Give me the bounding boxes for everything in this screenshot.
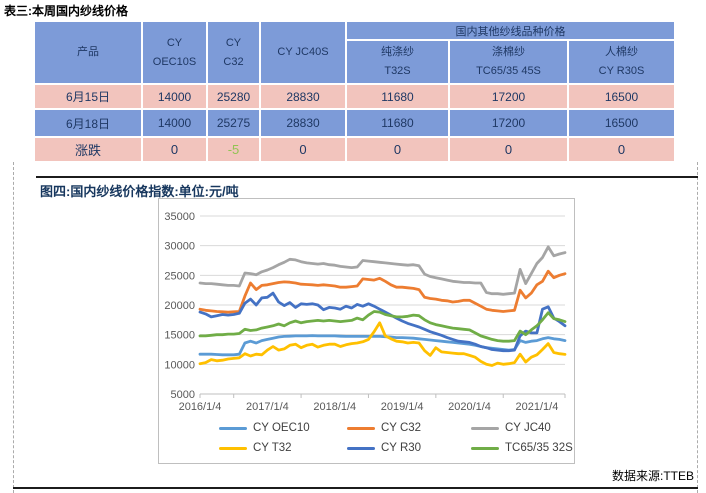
y-axis-tick-label: 15000 <box>164 330 195 342</box>
cell-change: 0 <box>448 136 569 163</box>
legend-label: CY R30 <box>381 442 422 454</box>
cell-value: 11680 <box>345 83 450 110</box>
col-header-line: CY <box>225 36 242 49</box>
col-header-line: OEC10S <box>152 55 197 68</box>
col-header-line: 纯涤纱 <box>381 46 414 58</box>
legend-swatch <box>347 426 375 430</box>
y-axis-tick-label: 25000 <box>164 270 195 282</box>
chart-legend: CY OEC10 CY C32 CY JC40 CY T32 CY R30 TC65/35… <box>219 418 591 458</box>
cell-value: 28830 <box>259 83 347 110</box>
series-line-cy-jc40 <box>198 245 567 296</box>
page-break-dashed-right <box>697 162 698 493</box>
x-axis-tick-label: 2019/1/4 <box>381 401 424 413</box>
col-header-cy-c32: CY C32 <box>206 20 261 85</box>
legend-swatch <box>471 426 499 430</box>
legend-label: CY JC40 <box>505 422 551 434</box>
cell-value: 25275 <box>206 108 261 138</box>
y-axis-tick-label: 35000 <box>164 211 195 223</box>
cell-value: 14000 <box>141 108 208 138</box>
legend-swatch <box>219 426 247 430</box>
legend-item: CY T32 <box>219 442 347 454</box>
x-axis-tick-label: 2016/1/4 <box>179 401 222 413</box>
cell-value: 16500 <box>566 108 677 138</box>
legend-item: CY R30 <box>347 442 471 454</box>
cell-value: 17200 <box>448 108 569 138</box>
cell-change-negative: -5 <box>206 136 261 163</box>
col-header-cy-r30s: 人棉纱 CY R30S <box>566 39 677 85</box>
yarn-price-line-chart: 5000 10000 15000 20000 25000 30000 35000 2016/1… <box>158 198 575 464</box>
col-header-line: CY <box>166 36 183 49</box>
x-axis-tick-label: 2021/1/4 <box>516 401 559 413</box>
row-label: 涨跌 <box>33 136 143 163</box>
legend-swatch <box>347 446 375 450</box>
col-header-line: C32 <box>223 55 244 68</box>
yarn-price-table: 产品 CY OEC10S CY C32 CY JC40S 国内其他纱线品种价格 … <box>33 20 677 163</box>
cell-value: 11680 <box>345 108 450 138</box>
legend-label: TC65/35 32S <box>505 442 573 454</box>
col-header-cy-oec10s: CY OEC10S <box>141 20 208 85</box>
table-row-change: 涨跌 0 -5 0 0 0 0 <box>33 136 677 163</box>
y-axis-tick-label: 30000 <box>164 241 195 253</box>
cell-value: 16500 <box>566 83 677 110</box>
x-axis-tick-label: 2020/1/4 <box>448 401 491 413</box>
y-axis-tick-label: 10000 <box>164 359 195 371</box>
legend-item: TC65/35 32S <box>471 442 591 454</box>
legend-item: CY JC40 <box>471 422 591 434</box>
cell-value: 25280 <box>206 83 261 110</box>
series-line-cy-t32 <box>198 321 567 367</box>
cell-change: 0 <box>566 136 677 163</box>
legend-label: CY OEC10 <box>253 422 310 434</box>
col-header-tc6535-45s: 涤棉纱 TC65/35 45S <box>448 39 569 85</box>
x-axis-tick-label: 2018/1/4 <box>313 401 356 413</box>
table-row: 6月15日 14000 25280 28830 11680 17200 1650… <box>33 83 677 110</box>
y-axis-tick-label: 5000 <box>171 389 195 401</box>
col-header-group-other-yarns: 国内其他纱线品种价格 <box>344 20 677 41</box>
row-label: 6月15日 <box>33 83 143 110</box>
table-row: 6月18日 14000 25275 28830 11680 17200 1650… <box>33 108 677 138</box>
chart-plot-area: 5000 10000 15000 20000 25000 30000 35000 2016/1… <box>164 211 567 413</box>
series-line-tc65-35-32s <box>198 310 567 343</box>
cell-change: 0 <box>141 136 208 163</box>
legend-item: CY OEC10 <box>219 422 347 434</box>
cell-change: 0 <box>259 136 347 163</box>
figure-title: 图四:国内纱线价格指数:单位:元/吨 <box>40 184 239 199</box>
cell-change: 0 <box>345 136 450 163</box>
legend-label: CY T32 <box>253 442 292 454</box>
col-header-line: T32S <box>384 65 411 77</box>
cell-value: 14000 <box>141 83 208 110</box>
legend-swatch <box>219 446 247 450</box>
table-title: 表三:本周国内纱线价格 <box>4 4 128 18</box>
page-break-dashed-left <box>13 162 14 493</box>
cell-value: 17200 <box>448 83 569 110</box>
col-header-line: CY R30S <box>598 65 645 77</box>
col-header-line: TC65/35 45S <box>476 65 541 77</box>
legend-swatch <box>471 446 499 450</box>
legend-label: CY C32 <box>381 422 422 434</box>
col-header-product: 产品 <box>33 20 143 85</box>
col-header-t32s: 纯涤纱 T32S <box>345 39 450 85</box>
legend-item: CY C32 <box>347 422 471 434</box>
figure-bottom-rule <box>13 487 698 489</box>
figure-top-rule <box>36 176 698 178</box>
row-label: 6月18日 <box>33 108 143 138</box>
series-line-cy-c32 <box>198 269 567 314</box>
series-line-cy-r30 <box>198 291 567 353</box>
col-header-cy-jc40s: CY JC40S <box>259 20 347 85</box>
col-header-line: 涤棉纱 <box>492 46 525 58</box>
data-source-label: 数据来源:TTEB <box>611 469 694 483</box>
y-axis-tick-label: 20000 <box>164 300 195 312</box>
x-axis-tick-label: 2017/1/4 <box>246 401 289 413</box>
cell-value: 28830 <box>259 108 347 138</box>
col-header-line: 人棉纱 <box>605 46 638 58</box>
